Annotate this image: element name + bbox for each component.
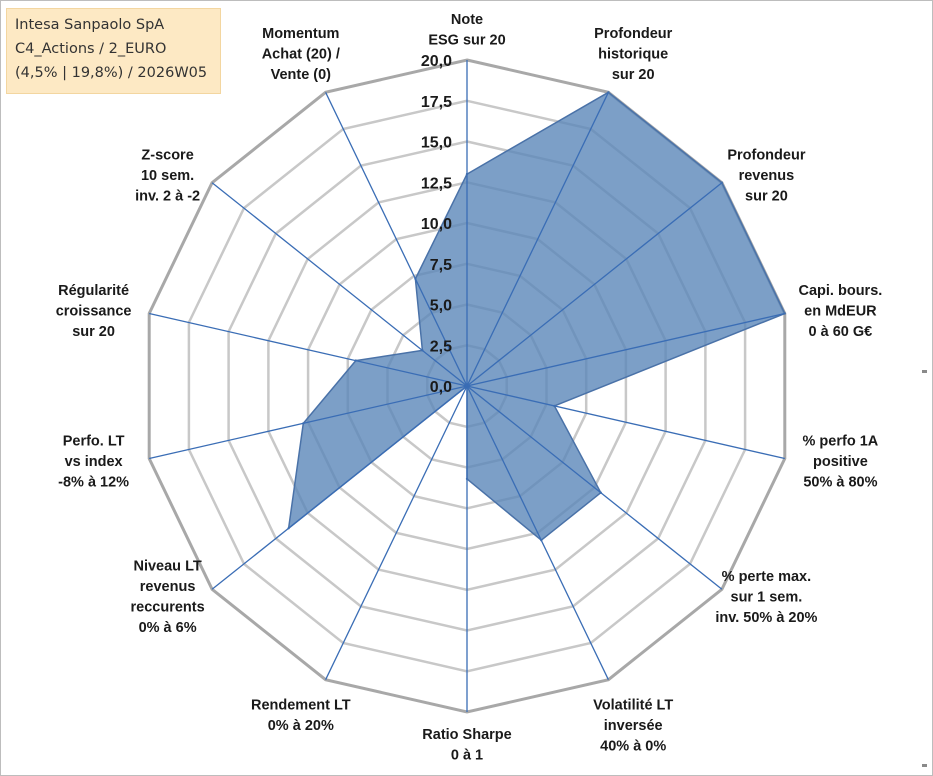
category-label-line: inv. 50% à 20%	[715, 610, 817, 626]
category-label-line: Perfo. LT	[63, 434, 125, 450]
category-label-line: Momentum	[262, 26, 339, 42]
category-label-line: 0 à 60 G€	[809, 324, 873, 340]
period-stats: (4,5% | 19,8%) / 2026W05	[15, 65, 208, 81]
category-label-line: Vente (0)	[271, 67, 332, 83]
category-label-line: inversée	[604, 718, 663, 734]
category-label: % perte max. sur 1 sem. inv. 50% à 20%	[715, 569, 817, 626]
category-label: Rendement LT 0% à 20%	[251, 698, 351, 735]
category-label: Capi. bours. en MdEUR 0 à 60 G€	[799, 283, 883, 340]
radial-tick-labels: 0,0 2,5 5,0 7,5 10,0 12,5 15,0 17,5 20,0	[421, 53, 452, 396]
tick-label: 17,5	[421, 94, 452, 111]
category-label: Volatilité LT inversée 40% à 0%	[593, 698, 673, 755]
tick-label: 7,5	[430, 257, 452, 274]
category-label-line: % perte max.	[722, 569, 811, 585]
axis-spoke	[466, 385, 723, 590]
tick-label: 0,0	[430, 379, 452, 396]
category-label-line: sur 20	[745, 189, 788, 205]
category-label: Note ESG sur 20	[428, 12, 505, 49]
category-label: % perfo 1A positive 50% à 80%	[803, 434, 879, 491]
category-label-line: Achat (20) /	[262, 47, 340, 63]
category-labels: Note ESG sur 20 Profondeur historique sur 20…	[56, 12, 883, 764]
category-label-line: 40% à 0%	[600, 739, 666, 755]
category-label-line: Rendement LT	[251, 698, 351, 714]
category-label-line: en MdEUR	[804, 304, 877, 320]
category-label-line: Régularité	[58, 283, 129, 299]
category-label-line: 50% à 80%	[803, 475, 877, 491]
tick-label: 10,0	[421, 216, 452, 233]
category-label-line: inv. 2 à -2	[135, 189, 200, 205]
tick-label: 12,5	[421, 175, 452, 192]
category-label-line: % perfo 1A	[803, 434, 879, 450]
category-label-line: vs index	[65, 454, 123, 470]
axis-spoke	[466, 92, 609, 387]
category-label: Z-score 10 sem. inv. 2 à -2	[135, 148, 200, 205]
category-label-line: Note	[451, 12, 483, 28]
category-label-line: Ratio Sharpe	[422, 727, 511, 743]
category-label-line: positive	[813, 454, 868, 470]
category-label: Momentum Achat (20) / Vente (0)	[262, 26, 340, 83]
category-label: Régularité croissance sur 20	[56, 283, 132, 340]
category-label-line: Niveau LT	[133, 559, 201, 575]
tick-label: 20,0	[421, 53, 452, 70]
category-label: Ratio Sharpe 0 à 1	[422, 727, 511, 764]
category-label-line: revenus	[140, 579, 196, 595]
scroll-marker	[922, 370, 927, 373]
tick-label: 15,0	[421, 135, 452, 152]
category-label-line: sur 1 sem.	[731, 590, 803, 606]
axis-spoke	[466, 385, 609, 680]
series-area	[287, 91, 786, 541]
tick-label: 2,5	[430, 338, 452, 355]
category-label-line: sur 20	[72, 324, 115, 340]
category-label-line: Capi. bours.	[799, 283, 883, 299]
axis-spoke	[211, 385, 468, 590]
category-label-line: sur 20	[612, 67, 655, 83]
axis-spoke	[325, 385, 468, 680]
company-name: Intesa Sanpaolo SpA	[15, 17, 165, 33]
category-label-line: revenus	[739, 168, 795, 184]
category-label-line: -8% à 12%	[58, 475, 129, 491]
scroll-marker	[922, 764, 927, 767]
category-label-line: 0% à 20%	[268, 718, 334, 734]
category-label: Profondeur revenus sur 20	[727, 148, 805, 205]
category-label-line: Profondeur	[594, 26, 672, 42]
category-label-line: Profondeur	[727, 148, 805, 164]
portfolio-category: C4_Actions / 2_EURO	[15, 41, 167, 57]
category-label: Niveau LT revenus reccurents 0% à 6%	[131, 559, 205, 637]
category-label-line: 0% à 6%	[139, 620, 197, 636]
axis-spokes	[149, 60, 785, 712]
series-layer	[287, 91, 786, 542]
category-label-line: ESG sur 20	[428, 33, 505, 49]
category-label-line: historique	[598, 47, 668, 63]
category-label-line: 10 sem.	[141, 168, 194, 184]
category-label-line: Volatilité LT	[593, 698, 673, 714]
axis-spoke	[149, 385, 468, 460]
axis-spoke	[211, 182, 468, 387]
category-label-line: reccurents	[131, 600, 205, 616]
title-info-box: Intesa Sanpaolo SpA C4_Actions / 2_EURO …	[6, 8, 221, 94]
category-label-line: croissance	[56, 304, 132, 320]
category-label: Perfo. LT vs index -8% à 12%	[58, 434, 129, 491]
axis-spoke	[466, 312, 785, 387]
category-label: Profondeur historique sur 20	[594, 26, 672, 83]
tick-label: 5,0	[430, 298, 452, 315]
axis-spoke	[466, 385, 785, 460]
axis-spoke	[466, 182, 723, 387]
category-label-line: 0 à 1	[451, 748, 483, 764]
axis-spoke	[149, 312, 468, 387]
category-label-line: Z-score	[141, 148, 193, 164]
axis-spoke	[325, 92, 468, 387]
